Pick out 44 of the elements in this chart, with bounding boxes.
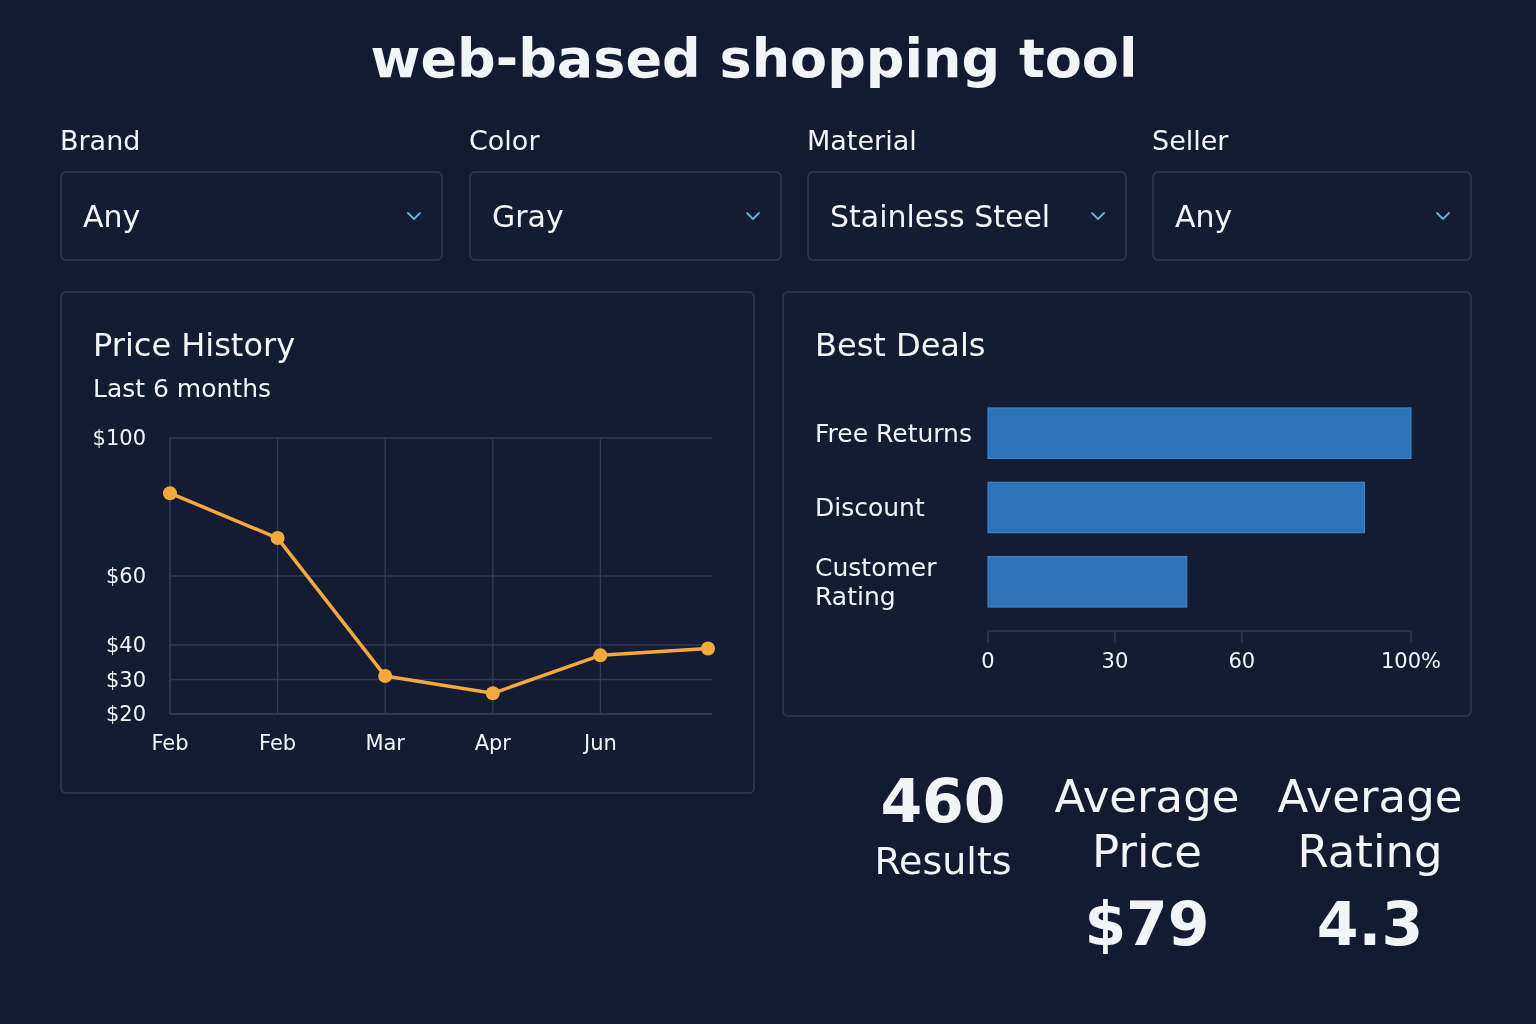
text: Results bbox=[874, 839, 1012, 883]
text: 460 bbox=[880, 766, 1006, 836]
y-tick-label: $20 bbox=[105, 702, 146, 727]
y-tick-label: Customer Rating bbox=[815, 553, 938, 612]
text: Color bbox=[469, 125, 541, 156]
point bbox=[485, 686, 500, 701]
y-tick-label: $30 bbox=[105, 667, 146, 692]
text: Material bbox=[807, 125, 917, 156]
bar bbox=[987, 556, 1188, 608]
text: Any bbox=[83, 199, 141, 234]
y-tick-label: $60 bbox=[105, 564, 146, 589]
chart-title: Price History bbox=[93, 326, 296, 364]
point bbox=[593, 648, 608, 663]
text: Brand bbox=[60, 125, 141, 156]
text: Average Rating bbox=[1277, 770, 1463, 878]
y-tick-label: $100 bbox=[92, 426, 146, 451]
text: 4.3 bbox=[1316, 889, 1424, 959]
point bbox=[163, 486, 177, 501]
x-tick-label: 30 bbox=[1101, 649, 1129, 673]
y-tick-label: Discount bbox=[815, 493, 925, 523]
text: Gray bbox=[492, 199, 564, 234]
x-tick-label: 60 bbox=[1228, 649, 1256, 673]
point bbox=[378, 669, 393, 684]
x-tick-label: Jun bbox=[581, 731, 617, 755]
text: Stainless Steel bbox=[830, 199, 1051, 234]
chart-subtitle: Last 6 months bbox=[93, 374, 272, 403]
text: Average Price bbox=[1054, 770, 1240, 878]
text: $79 bbox=[1084, 889, 1210, 959]
x-tick-label: Feb bbox=[259, 731, 297, 755]
x-tick-label: Apr bbox=[474, 731, 512, 755]
chart-title: Best Deals bbox=[815, 326, 986, 364]
bar bbox=[987, 407, 1412, 459]
text: Any bbox=[1175, 199, 1233, 234]
text: Seller bbox=[1152, 125, 1230, 156]
x-tick-label: 0 bbox=[981, 649, 995, 673]
x-tick-label: Feb bbox=[151, 731, 189, 755]
bar bbox=[987, 481, 1365, 534]
text: web-based shopping tool bbox=[370, 27, 1138, 90]
point bbox=[270, 531, 285, 546]
y-tick-label: Free Returns bbox=[815, 418, 972, 448]
y-tick-label: $40 bbox=[105, 633, 146, 658]
x-tick-label: 100% bbox=[1380, 649, 1442, 673]
x-tick-label: Mar bbox=[365, 731, 406, 755]
point bbox=[701, 641, 715, 656]
